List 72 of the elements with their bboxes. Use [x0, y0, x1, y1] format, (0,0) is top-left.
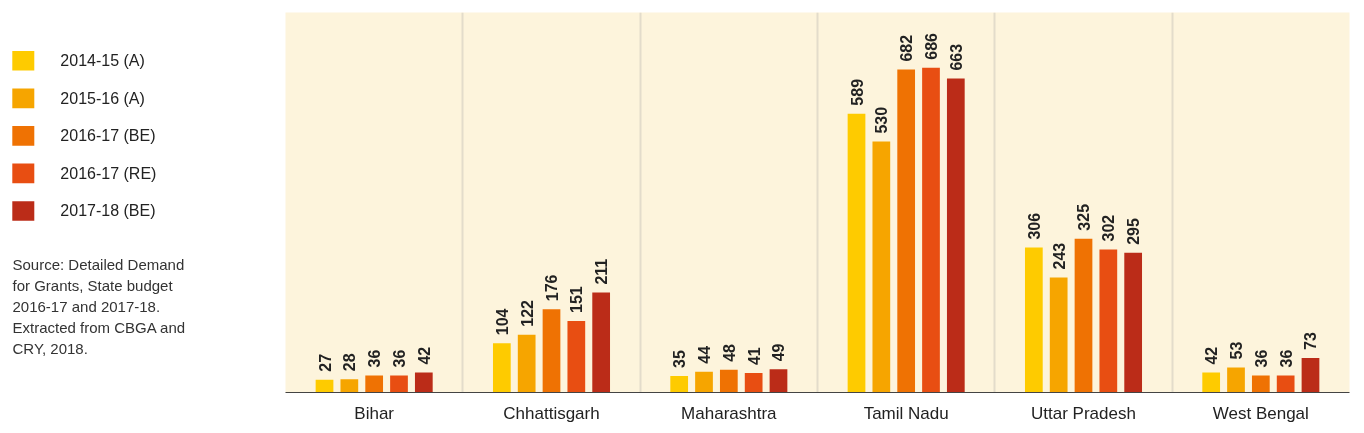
data-label: 530 — [873, 106, 891, 134]
data-label: 42 — [1203, 346, 1221, 365]
x-tick-label: West Bengal — [1212, 403, 1309, 423]
data-label: 663 — [947, 43, 965, 71]
data-label: 41 — [745, 347, 763, 366]
data-label: 42 — [415, 346, 433, 365]
bar — [670, 375, 689, 393]
bar — [517, 334, 536, 393]
data-label: 36 — [366, 349, 384, 368]
bar — [1124, 252, 1143, 393]
data-label: 302 — [1100, 214, 1118, 242]
data-label: 53 — [1228, 341, 1246, 360]
bar — [897, 69, 916, 393]
bar — [1202, 372, 1221, 393]
data-label: 686 — [922, 32, 940, 60]
data-label: 49 — [770, 343, 788, 362]
data-label: 243 — [1050, 242, 1068, 270]
bar — [592, 292, 611, 393]
legend-label: 2016-17 (BE) — [60, 127, 156, 145]
bar — [695, 371, 713, 393]
bar — [1227, 367, 1245, 393]
x-tick-label: Tamil Nadu — [863, 403, 949, 423]
data-label: 104 — [493, 308, 511, 336]
legend-label: 2016-17 (RE) — [60, 164, 157, 182]
x-tick-label: Chhattisgarh — [503, 403, 600, 423]
data-label: 48 — [720, 343, 738, 362]
data-label: 35 — [671, 350, 689, 368]
bar — [922, 67, 940, 393]
data-label: 151 — [568, 286, 586, 314]
bar — [414, 372, 433, 393]
bar — [1049, 277, 1068, 393]
bar — [567, 321, 586, 393]
legend-label: 2017-18 (BE) — [60, 202, 156, 220]
source-note: Source: Detailed Demand for Grants, State budget 2016-17 and 2017-18. Extracted from CBGA and CRY, 2018. — [12, 255, 186, 357]
bar — [365, 375, 384, 393]
data-label: 73 — [1302, 332, 1320, 350]
data-label: 44 — [696, 345, 714, 364]
bar — [1276, 375, 1295, 393]
data-label: 122 — [518, 299, 536, 327]
bar — [1251, 375, 1270, 393]
data-label: 325 — [1075, 203, 1093, 231]
bar — [1301, 357, 1320, 393]
bar — [390, 375, 408, 393]
bar — [847, 113, 866, 393]
data-label: 36 — [390, 349, 408, 368]
bar — [315, 379, 334, 393]
data-label: 176 — [543, 274, 561, 302]
data-label: 589 — [848, 78, 866, 106]
data-label: 211 — [593, 258, 611, 285]
x-tick-label: Maharashtra — [681, 403, 778, 423]
data-label: 28 — [341, 353, 359, 372]
bar — [1024, 247, 1043, 393]
bar — [542, 309, 561, 393]
data-label: 306 — [1025, 212, 1043, 240]
legend-label: 2015-16 (A) — [60, 89, 145, 107]
bar — [744, 373, 763, 393]
bar — [946, 78, 965, 393]
data-label: 27 — [316, 353, 334, 372]
data-label: 36 — [1252, 349, 1270, 368]
data-label: 295 — [1125, 218, 1143, 245]
data-label: 36 — [1277, 349, 1295, 368]
legend-label: 2014-15 (A) — [60, 52, 145, 70]
bar — [1099, 249, 1118, 393]
data-label: 682 — [898, 34, 916, 62]
bar — [340, 379, 359, 393]
x-tick-label: Bihar — [354, 403, 395, 423]
bar — [719, 369, 738, 393]
bar — [492, 343, 511, 393]
bar — [1074, 238, 1093, 393]
bar — [769, 369, 788, 393]
bar — [872, 141, 891, 393]
x-tick-label: Uttar Pradesh — [1031, 403, 1136, 423]
